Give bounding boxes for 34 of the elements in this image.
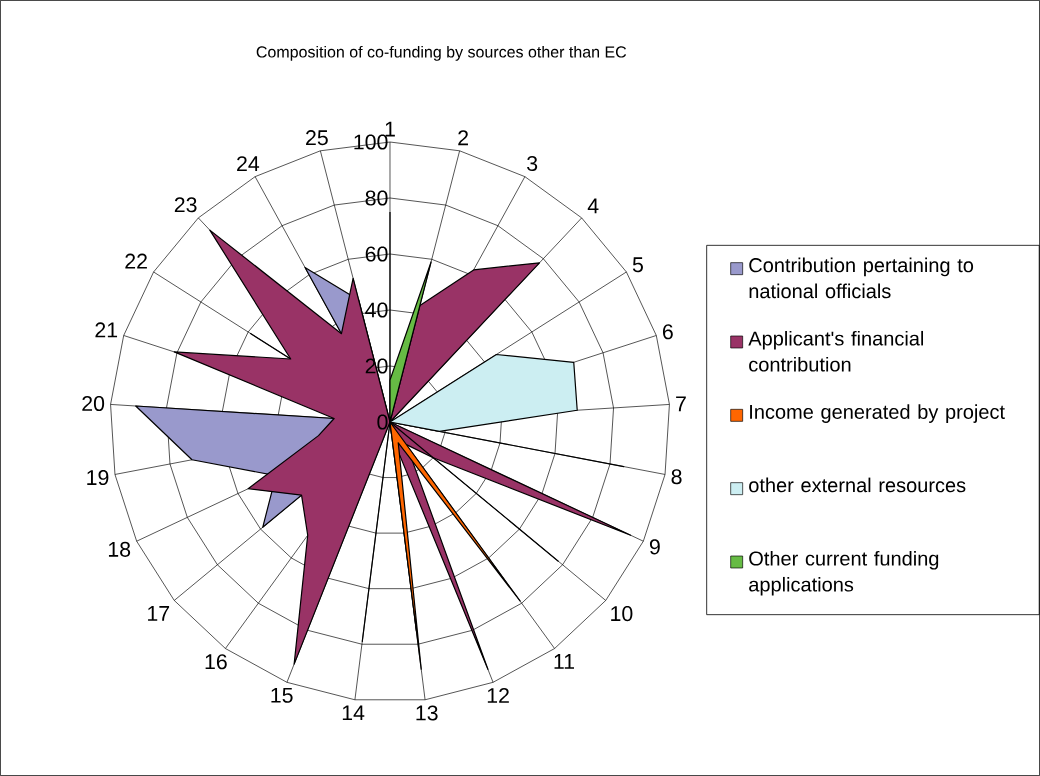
chart-title: Composition of co-funding by sources other than EC: [256, 45, 627, 61]
spoke-label: 18: [108, 541, 131, 557]
spoke-label: 2: [458, 130, 468, 146]
spoke-label: 13: [416, 705, 438, 721]
spoke-label: 23: [174, 197, 197, 213]
legend-label: other external resources: [749, 477, 966, 493]
legend-label: Applicant's financial contribution: [748, 330, 924, 372]
spoke-label: 11: [554, 654, 574, 669]
spoke-label: 17: [148, 606, 170, 621]
spoke-label: 8: [671, 469, 682, 485]
y-tick-label: 60: [365, 246, 388, 262]
legend-label: Income generated by project: [750, 404, 1005, 423]
legend-label: Contribution pertaining to national officials: [749, 257, 974, 299]
spoke-label: 19: [87, 470, 109, 486]
spoke-label: 6: [662, 324, 673, 340]
legend-label: Other current funding applications: [749, 550, 939, 596]
spoke-label: 22: [125, 253, 147, 269]
y-tick-label: 40: [365, 302, 388, 318]
spoke-label: 16: [205, 654, 227, 670]
spoke-label: 10: [611, 606, 633, 622]
spoke-label: 12: [487, 687, 509, 703]
spoke-label: 7: [676, 396, 686, 412]
y-tick-label: 80: [365, 190, 388, 206]
spoke-label: 5: [632, 257, 643, 273]
spoke-label: 25: [306, 130, 328, 146]
spoke-label: 15: [271, 687, 293, 703]
spoke-label: 9: [649, 539, 660, 555]
y-tick-label: 0: [377, 414, 388, 430]
spoke-label: 24: [237, 156, 260, 172]
spoke-label: 21: [95, 322, 118, 338]
spoke-label: 20: [82, 395, 105, 412]
spoke-label: 4: [587, 198, 599, 214]
spoke-label: 14: [342, 705, 365, 721]
spoke-label: 3: [527, 155, 538, 172]
